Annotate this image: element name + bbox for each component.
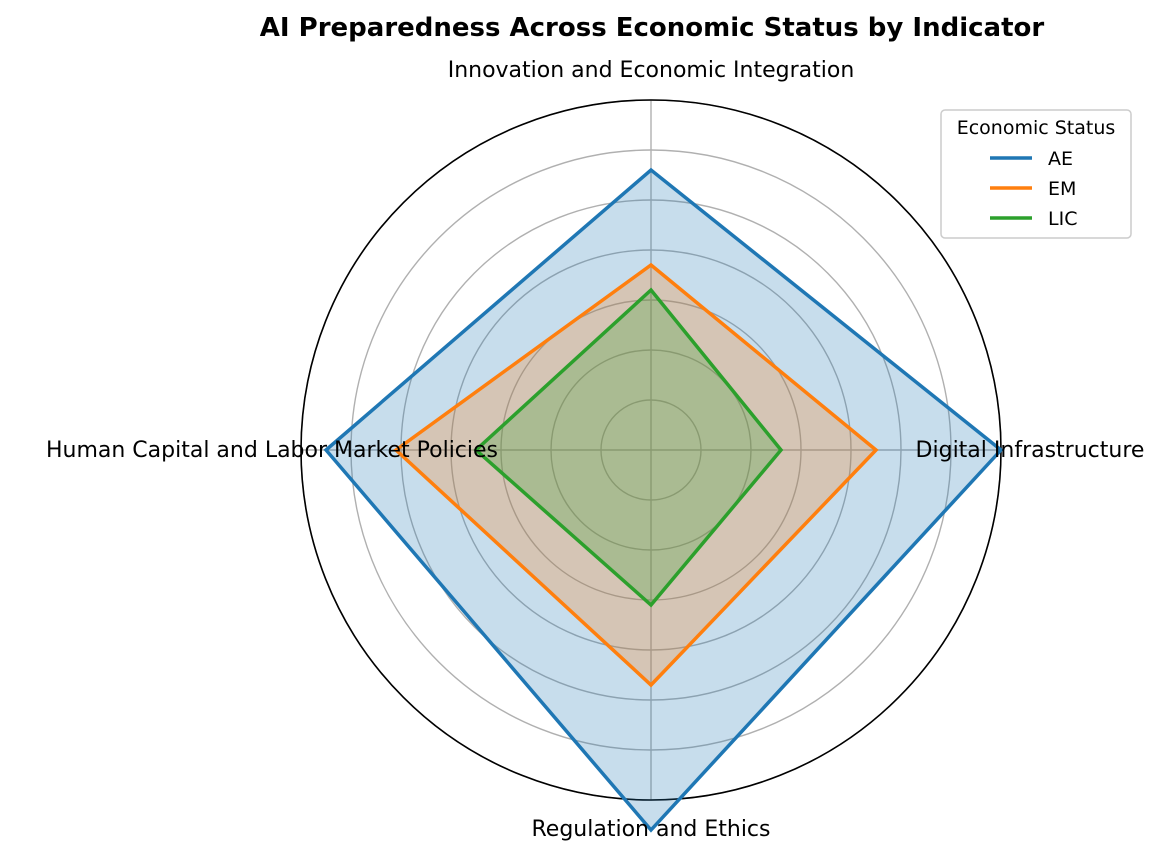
series-layer (323, 167, 1004, 833)
series-area-em (396, 265, 876, 685)
axis-label-human-capital: Human Capital and Labor Market Policies (46, 438, 498, 463)
series-area-ae (326, 170, 1001, 830)
series-line-em (393, 262, 879, 688)
axis-labels: Digital Infrastructure Innovation and Ec… (46, 58, 1144, 842)
legend-title: Economic Status (957, 117, 1116, 139)
series-area-lic (476, 290, 781, 605)
legend-label-ae: AE (1048, 148, 1073, 170)
legend-box (940, 109, 1132, 239)
series-line-lic (473, 287, 784, 608)
axis-label-innovation: Innovation and Economic Integration (448, 58, 855, 83)
series-line-ae (323, 167, 1004, 833)
legend-label-lic: LIC (1048, 208, 1077, 230)
legend: Economic Status AE EM LIC (940, 109, 1132, 239)
legend-label-em: EM (1048, 178, 1076, 200)
axis-label-digital-infrastructure: Digital Infrastructure (916, 438, 1145, 463)
chart-title: AI Preparedness Across Economic Status b… (260, 13, 1045, 43)
axis-label-regulation: Regulation and Ethics (532, 817, 771, 842)
